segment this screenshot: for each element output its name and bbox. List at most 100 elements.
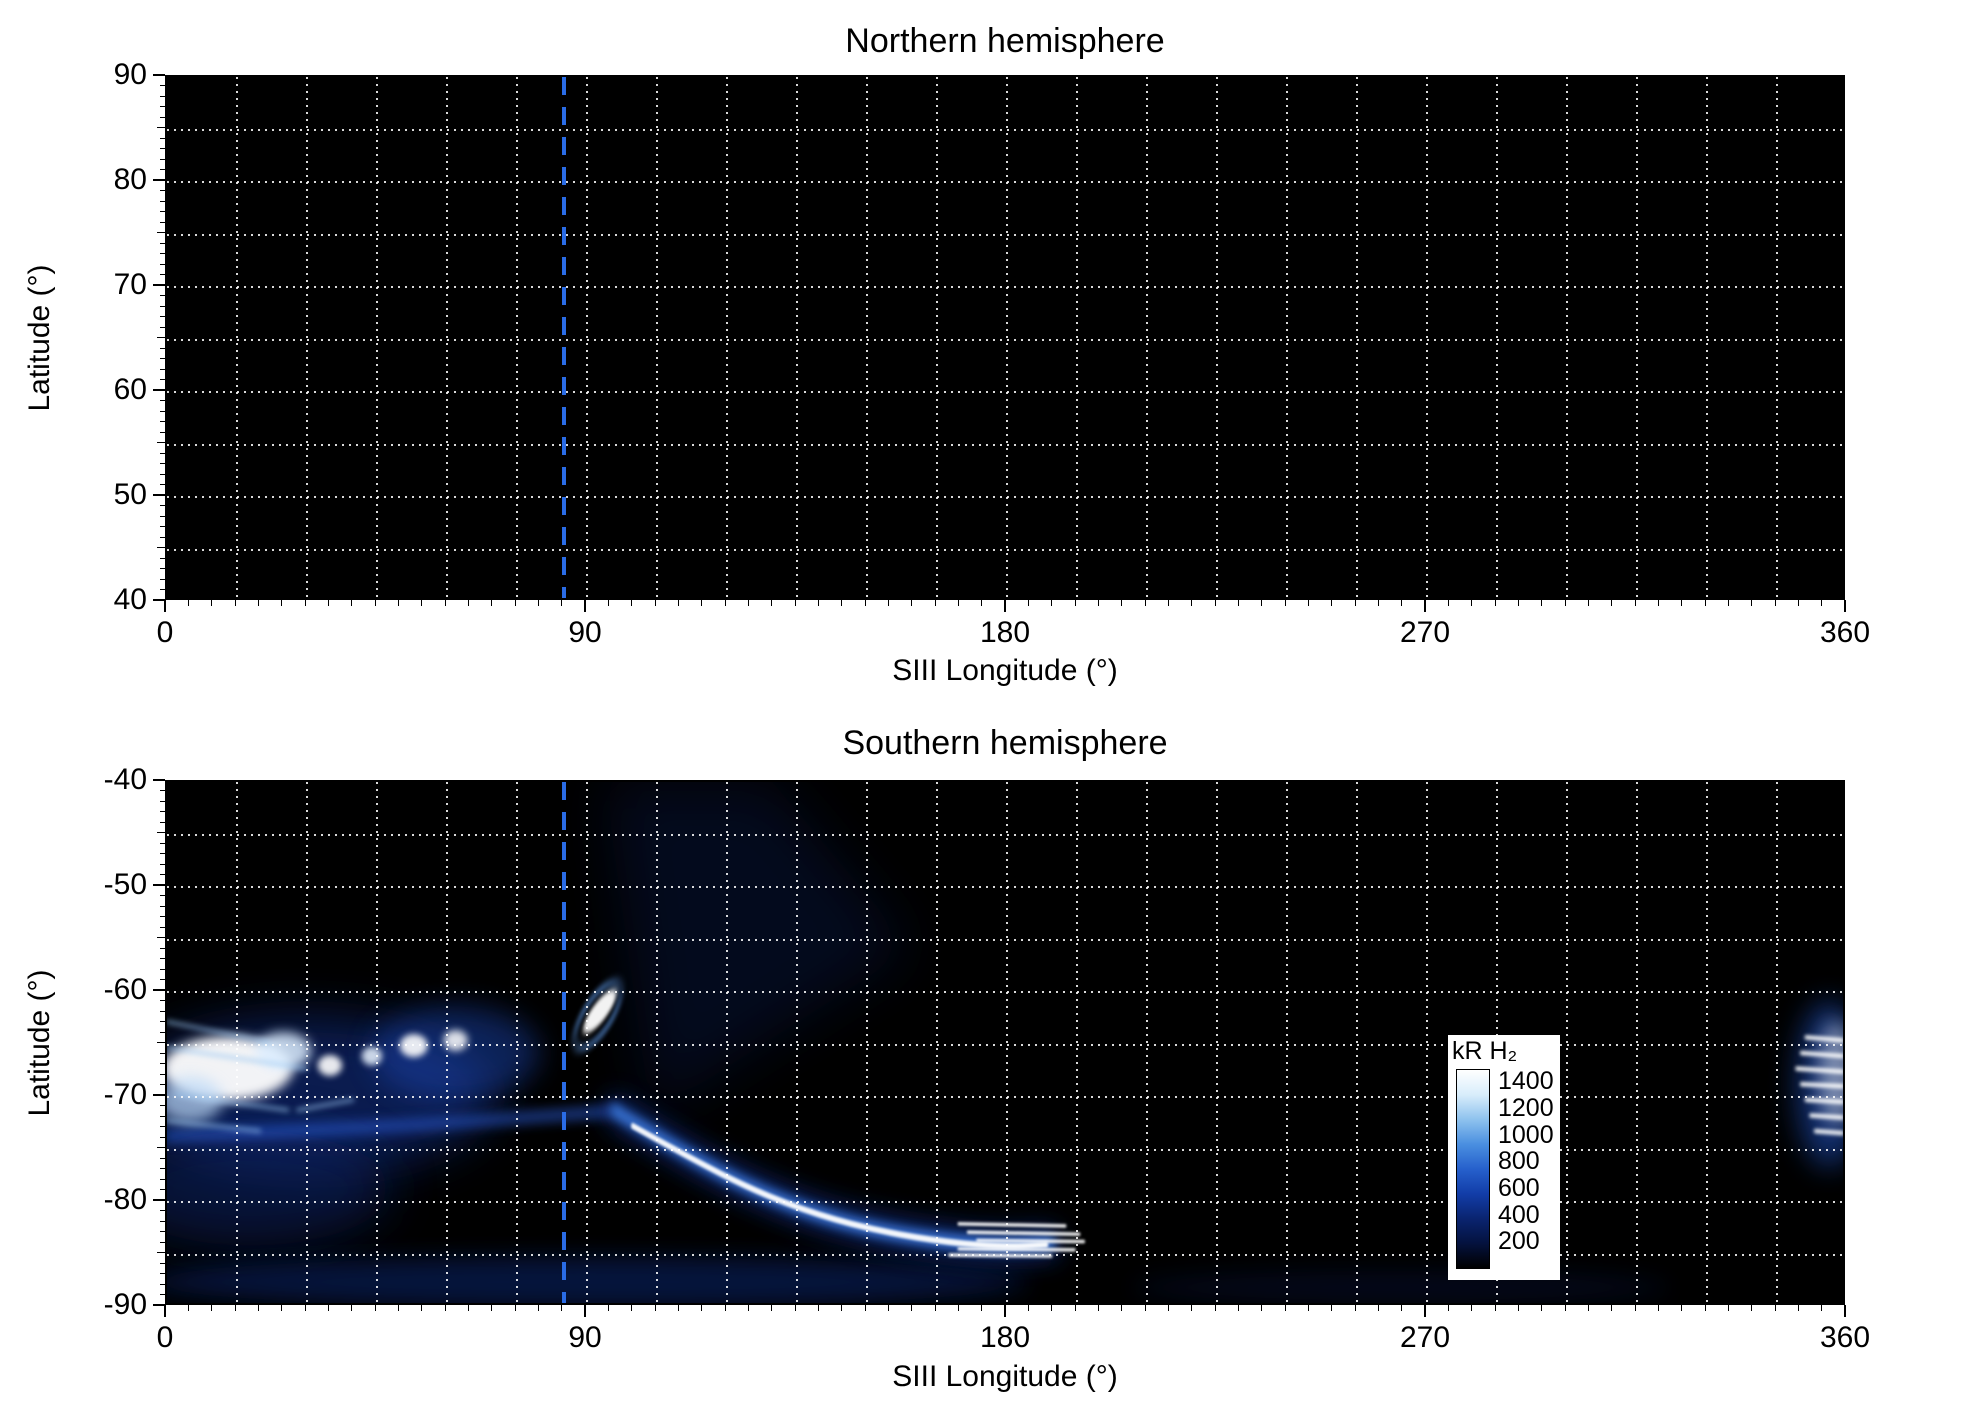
x-tick-label: 270 bbox=[1399, 616, 1451, 649]
y-axis-tick bbox=[160, 316, 165, 317]
y-axis-tick bbox=[160, 200, 165, 202]
grid-line-vertical bbox=[306, 77, 308, 598]
y-tick-label: -40 bbox=[103, 763, 147, 796]
emission-feature bbox=[583, 989, 617, 1034]
x-axis-tick bbox=[1681, 1305, 1683, 1311]
x-axis-tick bbox=[537, 1305, 539, 1311]
x-axis-tick bbox=[351, 1305, 353, 1311]
x-axis-tick bbox=[1471, 600, 1473, 606]
y-axis-tick bbox=[160, 169, 165, 170]
grid-line-vertical bbox=[866, 782, 868, 1303]
x-axis-tick bbox=[537, 600, 539, 606]
x-axis-tick bbox=[771, 600, 773, 606]
x-axis-tick bbox=[257, 600, 259, 606]
x-axis-tick bbox=[1774, 1305, 1776, 1311]
y-axis-tick bbox=[160, 211, 165, 212]
x-axis-tick bbox=[1377, 1305, 1379, 1311]
grid-line-vertical bbox=[726, 77, 728, 598]
y-axis-tick bbox=[160, 1031, 165, 1033]
grid-line-vertical bbox=[516, 782, 518, 1303]
x-axis-tick bbox=[187, 1305, 189, 1311]
x-axis-tick bbox=[1704, 1305, 1706, 1311]
x-axis-tick bbox=[1797, 1305, 1799, 1311]
y-axis-tick bbox=[160, 1000, 165, 1001]
x-axis-tick bbox=[607, 600, 609, 606]
x-axis-tick bbox=[444, 600, 446, 606]
y-axis-tick bbox=[160, 326, 165, 328]
grid-line-horizontal bbox=[167, 496, 1843, 498]
x-axis-tick bbox=[1541, 600, 1543, 606]
grid-line-horizontal bbox=[167, 338, 1843, 341]
grid-line-vertical bbox=[306, 782, 308, 1303]
y-axis-tick bbox=[160, 1021, 165, 1022]
y-tick-label: 70 bbox=[113, 268, 147, 301]
grid-line-vertical bbox=[376, 782, 378, 1303]
y-axis-tick bbox=[160, 557, 165, 559]
x-axis-tick-major bbox=[1004, 1305, 1006, 1317]
y-axis-tick bbox=[160, 968, 165, 970]
x-axis-tick bbox=[1237, 1305, 1239, 1311]
y-axis-tick bbox=[160, 305, 165, 307]
x-axis-tick-major bbox=[1004, 600, 1006, 612]
y-tick-label: 40 bbox=[113, 583, 147, 616]
x-axis-tick bbox=[631, 600, 633, 606]
x-axis-tick bbox=[281, 1305, 283, 1311]
colorbar-tick-label: 200 bbox=[1498, 1227, 1540, 1256]
grid-line-horizontal bbox=[167, 128, 1843, 131]
y-axis-tick bbox=[153, 779, 165, 781]
y-axis-tick bbox=[160, 1073, 165, 1075]
cml-reference-line bbox=[561, 77, 566, 598]
x-axis-tick bbox=[1191, 1305, 1193, 1311]
x-axis-tick bbox=[654, 1305, 656, 1311]
grid-line-horizontal bbox=[167, 1253, 1843, 1256]
chart-title-north: Northern hemisphere bbox=[845, 22, 1165, 60]
x-axis-tick bbox=[817, 600, 819, 606]
y-axis-tick bbox=[160, 895, 165, 896]
x-tick-label: 90 bbox=[568, 616, 602, 649]
x-axis-tick bbox=[491, 1305, 493, 1311]
x-axis-tick bbox=[1121, 1305, 1123, 1311]
x-axis-tick bbox=[1027, 600, 1029, 606]
x-axis-tick bbox=[1331, 600, 1333, 606]
x-axis-tick bbox=[1774, 600, 1776, 606]
colorbar-tick-label: 1400 bbox=[1498, 1067, 1554, 1096]
y-axis-tick bbox=[153, 1304, 165, 1306]
y-axis-tick bbox=[160, 452, 165, 454]
x-axis-tick bbox=[1517, 600, 1519, 606]
grid-line-vertical bbox=[1286, 782, 1288, 1303]
emission-layer bbox=[167, 782, 1843, 1303]
x-axis-tick-major bbox=[1424, 1305, 1426, 1317]
emission-feature bbox=[317, 1055, 343, 1076]
emission-feature bbox=[167, 1131, 391, 1246]
y-axis-tick bbox=[153, 989, 165, 991]
x-axis-tick bbox=[794, 1305, 796, 1311]
x-axis-tick bbox=[1564, 600, 1566, 606]
y-axis-tick bbox=[160, 421, 165, 422]
x-axis-tick bbox=[1074, 1305, 1076, 1311]
y-axis-tick bbox=[160, 1241, 165, 1243]
grid-line-horizontal bbox=[167, 991, 1843, 993]
grid-line-horizontal bbox=[167, 886, 1843, 888]
y-axis-tick bbox=[160, 1126, 165, 1127]
x-axis-tick bbox=[211, 600, 213, 606]
y-axis-tick bbox=[160, 589, 165, 590]
y-axis-tick bbox=[160, 811, 165, 812]
x-axis-tick bbox=[981, 600, 983, 606]
grid-line-vertical bbox=[1216, 782, 1218, 1303]
y-axis-tick bbox=[160, 926, 165, 928]
y-tick-label: 50 bbox=[113, 478, 147, 511]
grid-line-vertical bbox=[1076, 782, 1078, 1303]
grid-line-vertical bbox=[236, 77, 238, 598]
y-axis-tick bbox=[160, 1157, 165, 1159]
y-axis-tick bbox=[160, 1136, 165, 1138]
x-axis-tick bbox=[934, 1305, 936, 1311]
x-axis-tick bbox=[1494, 1305, 1496, 1311]
y-axis-tick bbox=[153, 1199, 165, 1201]
x-axis-tick bbox=[607, 1305, 609, 1311]
x-axis-tick bbox=[421, 1305, 423, 1311]
y-axis-tick bbox=[160, 1283, 165, 1285]
x-axis-tick-major bbox=[584, 1305, 586, 1317]
x-axis-tick bbox=[1587, 600, 1589, 606]
grid-line-horizontal bbox=[167, 1043, 1843, 1046]
grid-line-vertical bbox=[796, 782, 798, 1303]
